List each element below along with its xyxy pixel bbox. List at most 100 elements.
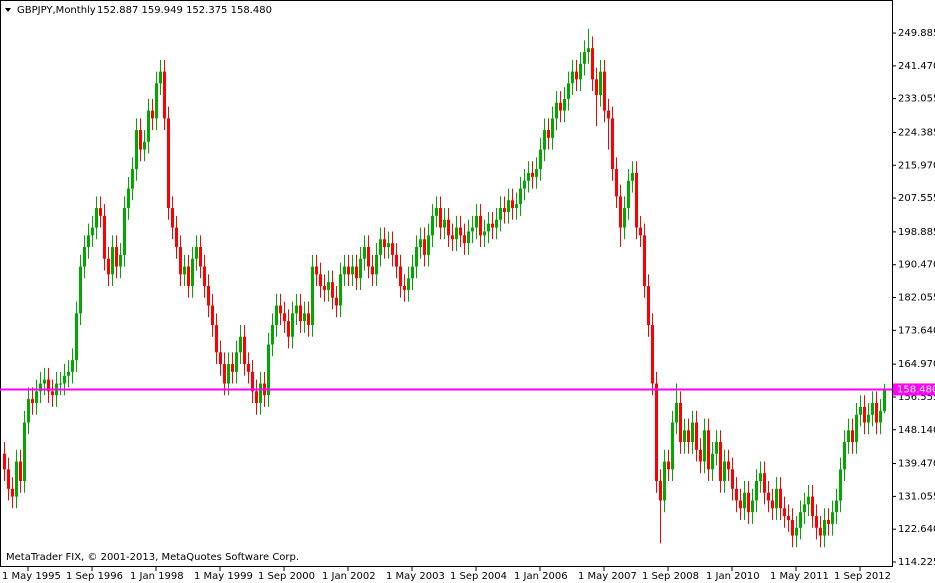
x-tick-label: 1 May 2007 <box>578 571 637 582</box>
candle-body <box>219 352 222 365</box>
candle-body <box>743 492 746 509</box>
candle-body <box>715 442 718 454</box>
y-tick-label: 139.470 <box>898 459 935 470</box>
candle-body <box>171 208 174 228</box>
candle-body <box>327 282 330 290</box>
candle-body <box>427 235 430 255</box>
candle-body <box>35 391 38 404</box>
candle-body <box>479 215 482 236</box>
candle-body <box>875 403 878 423</box>
candle-body <box>879 410 882 423</box>
candle-body <box>515 204 518 209</box>
candle-body <box>799 512 802 528</box>
candle-body <box>355 266 358 279</box>
candle-body <box>187 266 190 287</box>
candle-body <box>371 266 374 275</box>
candle-body <box>75 313 78 361</box>
candle-body <box>567 83 570 99</box>
candle-body <box>283 313 286 322</box>
candle-body <box>147 110 150 142</box>
candle-body <box>559 102 562 111</box>
candle-body <box>807 496 810 505</box>
candle-body <box>867 414 870 423</box>
candle-body <box>19 461 22 481</box>
candle-body <box>499 208 502 220</box>
candle-body <box>307 313 310 326</box>
candle-body <box>487 223 490 232</box>
candle-body <box>683 430 686 443</box>
candle-body <box>883 389 886 412</box>
candle-body <box>303 313 306 322</box>
candle-body <box>395 254 398 267</box>
candle-body <box>215 325 218 353</box>
candle-body <box>527 172 530 181</box>
candle-body <box>591 48 594 80</box>
y-tick-label: 164.970 <box>898 359 935 370</box>
candle-body <box>643 235 646 287</box>
candle-body <box>619 196 622 228</box>
x-tick-label: 1 Sep 2012 <box>834 571 891 582</box>
x-tick-label: 1 Sep 2008 <box>642 571 699 582</box>
candle-body <box>847 430 850 443</box>
candle-body <box>843 442 846 470</box>
candle-body <box>207 286 210 306</box>
candle-body <box>295 305 298 314</box>
candle-body <box>367 247 370 267</box>
candle-body <box>119 254 122 267</box>
candle-body <box>39 383 42 392</box>
candle-body <box>819 527 822 536</box>
candle-body <box>431 215 434 236</box>
candle-body <box>399 266 402 287</box>
candle-body <box>463 235 466 244</box>
candle-body <box>275 305 278 326</box>
candle-body <box>839 469 842 501</box>
candle-body <box>483 231 486 236</box>
x-tick-label: 1 May 2003 <box>386 571 445 582</box>
candle-body <box>315 266 318 275</box>
candle-body <box>543 130 546 150</box>
candle-body <box>851 430 854 443</box>
candle-body <box>143 141 146 150</box>
candle-body <box>191 258 194 287</box>
candle-body <box>795 527 798 536</box>
candle-body <box>823 519 826 536</box>
x-tick-label: 1 Jan 2002 <box>322 571 376 582</box>
candle-body <box>199 247 202 267</box>
candle-body <box>475 215 478 228</box>
candle-body <box>519 188 522 205</box>
candle-body <box>667 461 670 470</box>
candle-body <box>611 118 614 170</box>
candle-body <box>651 325 654 384</box>
candle-body <box>203 266 206 287</box>
candle-body <box>379 239 382 255</box>
candle-body <box>827 519 830 524</box>
price-label: 158.480 <box>897 384 935 395</box>
candle-body <box>227 364 230 384</box>
candle-body <box>423 239 426 255</box>
candle-body <box>491 223 494 228</box>
footer: MetaTrader FIX, © 2001-2013, MetaQuotes … <box>6 552 299 563</box>
y-tick-label: 249.885 <box>898 28 935 39</box>
candle-body <box>211 305 214 326</box>
candle-body <box>135 130 138 170</box>
candle-body <box>707 430 710 470</box>
candle-body <box>95 208 98 228</box>
x-tick-label: 1 Sep 2000 <box>258 571 315 582</box>
menu-arrow[interactable] <box>5 8 11 12</box>
candle-body <box>459 227 462 236</box>
candle-body <box>467 231 470 244</box>
candle-body <box>871 403 874 415</box>
candle-body <box>103 215 106 259</box>
candle-body <box>863 406 866 423</box>
candle-body <box>451 235 454 240</box>
candle-body <box>523 180 526 189</box>
y-tick-label: 224.385 <box>898 127 935 138</box>
candle-body <box>575 71 578 80</box>
x-tick-label: 1 May 1999 <box>194 571 253 582</box>
x-tick-label: 1 Jan 2010 <box>706 571 760 582</box>
x-tick-label: 1 May 1995 <box>2 571 61 582</box>
candle-body <box>727 461 730 470</box>
candle-body <box>503 208 506 212</box>
candle-body <box>815 516 818 528</box>
candle-body <box>443 219 446 228</box>
